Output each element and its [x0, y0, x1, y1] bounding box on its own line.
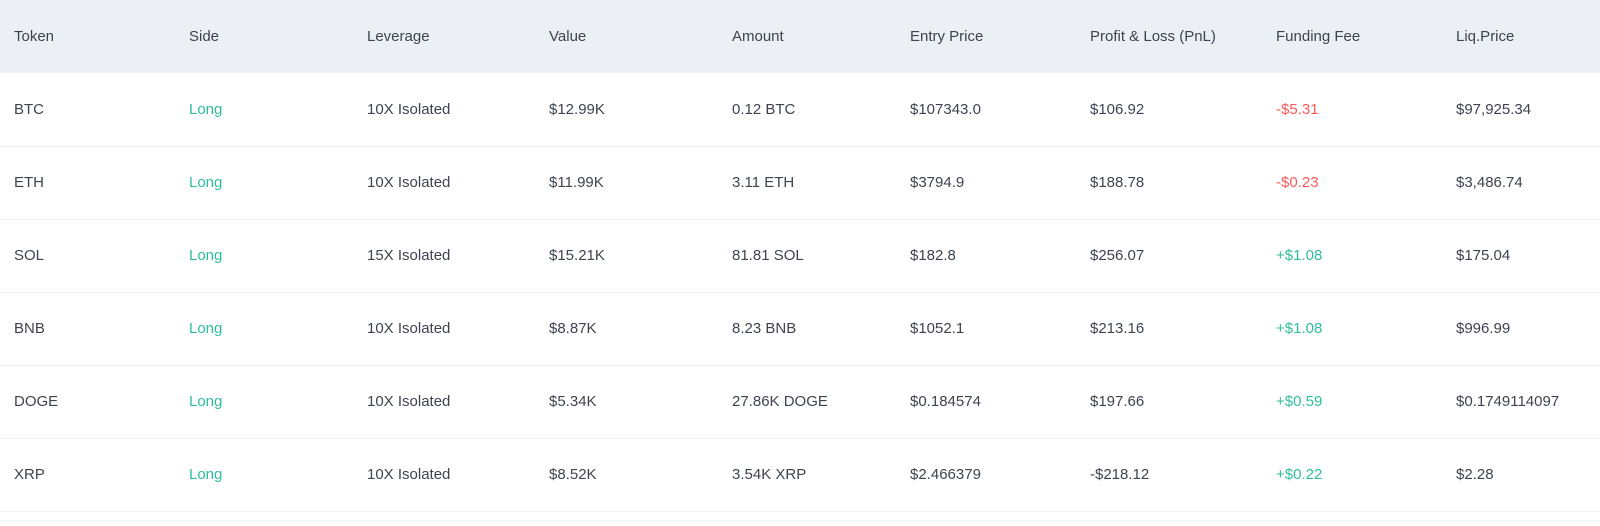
cell-token: DOGE	[14, 393, 59, 410]
cell-funding-fee: +$1.08	[1276, 320, 1323, 337]
cell-amount: 3.11 ETH	[732, 174, 795, 191]
table-row[interactable]: XRP Long 10X Isolated $8.52K 3.54K XRP $2.466…	[0, 438, 1600, 511]
cell-pnl: $197.66	[1090, 393, 1145, 410]
cell-funding-fee: -$5.31	[1276, 100, 1319, 118]
cell-funding-fee: +$0.59	[1276, 393, 1323, 410]
cell-pnl: $188.78	[1090, 174, 1145, 191]
column-header-amount[interactable]: Amount	[732, 28, 784, 45]
cell-token: ETH	[14, 174, 44, 191]
cell-token: BNB	[14, 320, 45, 337]
column-header-leverage[interactable]: Leverage	[367, 28, 430, 45]
cell-value: $11.99K	[549, 174, 604, 191]
table-row[interactable]: BNB Long 10X Isolated $8.87K 8.23 BNB $1052.1…	[0, 292, 1600, 365]
cell-pnl: -$218.12	[1090, 466, 1150, 483]
column-header-liq-price[interactable]: Liq.Price	[1456, 28, 1515, 45]
table-header-row: Token Side Leverage Value Amount Entry P…	[0, 0, 1600, 73]
cell-side: Long	[189, 393, 223, 410]
cell-value: $8.52K	[549, 466, 597, 483]
cell-amount: 0.12 BTC	[732, 100, 796, 118]
cell-leverage: 10X Isolated	[367, 466, 451, 483]
column-header-entry-price[interactable]: Entry Price	[910, 28, 984, 45]
cell-funding-fee: +$0.22	[1276, 466, 1323, 483]
positions-table: Token Side Leverage Value Amount Entry P…	[0, 0, 1600, 511]
cell-value: $15.21K	[549, 247, 605, 264]
cell-side: Long	[189, 320, 223, 337]
cell-side: Long	[189, 466, 223, 483]
cell-side: Long	[189, 100, 223, 118]
table-header: Token Side Leverage Value Amount Entry P…	[0, 0, 1600, 73]
table-bottom-divider	[0, 520, 1600, 521]
cell-entry-price: $3794.9	[910, 174, 965, 191]
column-header-value[interactable]: Value	[549, 28, 587, 45]
cell-value: $5.34K	[549, 393, 597, 410]
cell-pnl: $106.92	[1090, 100, 1145, 118]
cell-entry-price: $2.466379	[910, 466, 981, 483]
cell-entry-price: $0.184574	[910, 393, 981, 410]
cell-side: Long	[189, 247, 223, 264]
cell-leverage: 10X Isolated	[367, 100, 451, 118]
table-row[interactable]: SOL Long 15X Isolated $15.21K 81.81 SOL $182.…	[0, 219, 1600, 292]
cell-amount: 81.81 SOL	[732, 247, 804, 264]
cell-pnl: $256.07	[1090, 247, 1145, 264]
table-body: BTC Long 10X Isolated $12.99K 0.12 BTC $10734…	[0, 73, 1600, 511]
cell-liq-price: $3,486.74	[1456, 174, 1523, 191]
column-header-token[interactable]: Token	[14, 28, 55, 45]
cell-liq-price: $97,925.34	[1456, 100, 1532, 118]
cell-token: SOL	[14, 247, 45, 264]
cell-amount: 3.54K XRP	[732, 466, 807, 483]
cell-leverage: 10X Isolated	[367, 393, 451, 410]
cell-funding-fee: +$1.08	[1276, 247, 1323, 264]
cell-value: $12.99K	[549, 100, 605, 118]
column-header-side[interactable]: Side	[189, 28, 220, 45]
cell-liq-price: $0.1749114097	[1456, 393, 1560, 410]
cell-value: $8.87K	[549, 320, 597, 337]
table-row[interactable]: DOGE Long 10X Isolated $5.34K 27.86K DOGE $0.…	[0, 365, 1600, 438]
cell-liq-price: $2.28	[1456, 466, 1494, 483]
cell-funding-fee: -$0.23	[1276, 174, 1319, 191]
cell-leverage: 10X Isolated	[367, 174, 451, 191]
cell-token: BTC	[14, 100, 44, 118]
table-row[interactable]: BTC Long 10X Isolated $12.99K 0.12 BTC $10734…	[0, 73, 1600, 146]
cell-liq-price: $996.99	[1456, 320, 1511, 337]
cell-entry-price: $182.8	[910, 247, 956, 264]
column-header-funding-fee[interactable]: Funding Fee	[1276, 28, 1361, 45]
cell-leverage: 15X Isolated	[367, 247, 451, 264]
cell-amount: 27.86K DOGE	[732, 393, 828, 410]
table-row[interactable]: ETH Long 10X Isolated $11.99K 3.11 ETH $3794.…	[0, 146, 1600, 219]
cell-entry-price: $1052.1	[910, 320, 965, 337]
cell-side: Long	[189, 174, 223, 191]
cell-liq-price: $175.04	[1456, 247, 1511, 264]
cell-pnl: $213.16	[1090, 320, 1145, 337]
cell-token: XRP	[14, 466, 45, 483]
column-header-pnl[interactable]: Profit & Loss (PnL)	[1090, 28, 1216, 45]
cell-entry-price: $107343.0	[910, 100, 981, 118]
cell-amount: 8.23 BNB	[732, 320, 797, 337]
cell-leverage: 10X Isolated	[367, 320, 451, 337]
